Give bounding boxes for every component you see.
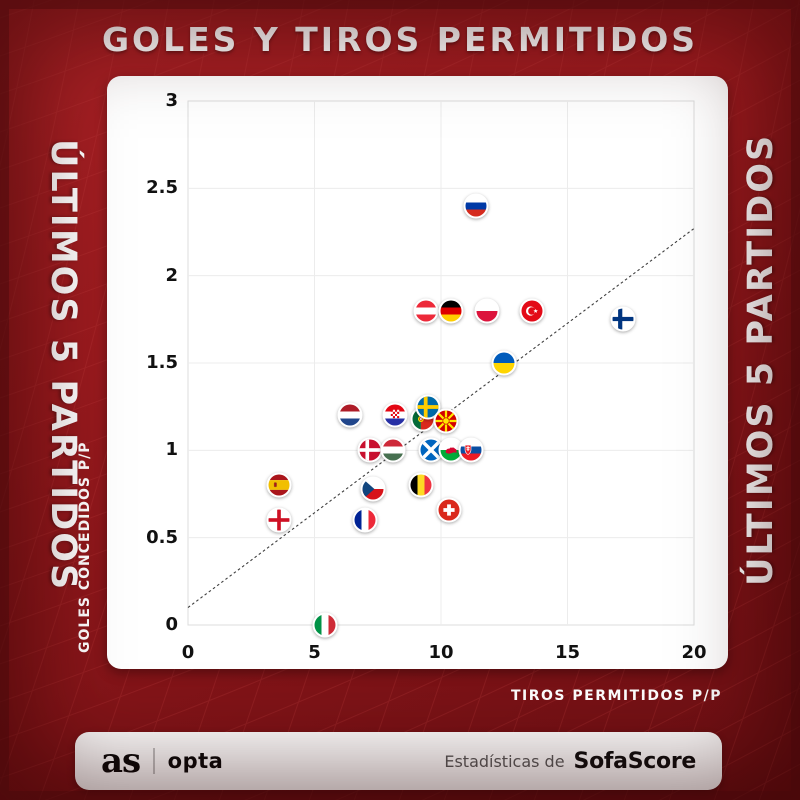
page-title: GOLES Y TIROS PERMITIDOS — [101, 20, 699, 59]
flag-icon-tur — [521, 300, 543, 322]
flag-icon-cze — [362, 478, 384, 500]
flag-icon-ita — [314, 614, 336, 636]
data-point-ger — [438, 298, 464, 324]
x-tick-label: 10 — [428, 642, 454, 663]
data-point-cze — [360, 476, 386, 502]
data-point-eng — [266, 507, 292, 533]
as-logo: as — [101, 741, 141, 781]
sofascore-logo: SofaScore — [573, 748, 697, 774]
attribution-prefix: Estadísticas de — [444, 751, 565, 771]
flag-icon-fin — [612, 308, 634, 330]
flag-icon-sui — [438, 499, 460, 521]
data-point-bel — [408, 472, 434, 498]
flag-icon-fra — [354, 509, 376, 531]
data-point-mkd — [433, 408, 459, 434]
data-point-ned — [337, 402, 363, 428]
flag-icon-pol — [476, 300, 498, 322]
x-tick-label: 5 — [308, 642, 321, 663]
logo-divider — [153, 748, 155, 774]
x-axis-label: TIROS PERMITIDOS P/P — [510, 688, 722, 704]
flag-icon-hun — [382, 439, 404, 461]
side-label-left: ÚLTIMOS 5 PARTIDOS — [43, 138, 83, 592]
data-point-sui — [436, 497, 462, 523]
y-tick-label: 0.5 — [146, 526, 178, 548]
flag-icon-den — [359, 439, 381, 461]
data-point-ukr — [491, 350, 517, 376]
x-tick-label: 20 — [681, 642, 707, 663]
y-tick-label: 2.5 — [146, 177, 178, 199]
data-point-svk — [458, 437, 484, 463]
data-point-aut — [413, 298, 439, 324]
data-point-pol — [474, 298, 500, 324]
flag-icon-aut — [415, 300, 437, 322]
y-tick-label: 1.5 — [146, 352, 178, 373]
y-tick-label: 2 — [165, 264, 178, 286]
data-point-tur — [519, 298, 545, 324]
data-point-den — [357, 437, 383, 463]
data-point-ita — [312, 612, 338, 638]
flag-icon-rus — [465, 195, 487, 217]
data-point-rus — [463, 193, 489, 219]
opta-logo: opta — [167, 748, 224, 773]
flag-icon-mkd — [435, 410, 457, 432]
chart-card — [107, 76, 728, 669]
flag-icon-cro — [384, 404, 406, 426]
flag-icon-eng — [268, 509, 290, 531]
y-tick-label: 3 — [165, 90, 178, 111]
flag-icon-ukr — [493, 352, 515, 374]
footer-bar: as opta Estadísticas de SofaScore — [75, 732, 722, 790]
flag-icon-wal — [440, 439, 462, 461]
flag-icon-ned — [339, 404, 361, 426]
y-tick-label: 0 — [165, 614, 178, 635]
as-opta-logo-group: as opta — [101, 744, 223, 778]
flag-icon-svk — [460, 439, 482, 461]
y-tick-label: 1 — [165, 439, 178, 461]
data-point-cro — [382, 402, 408, 428]
attribution-group: Estadísticas de SofaScore — [444, 749, 696, 774]
data-point-fin — [610, 306, 636, 332]
flag-icon-esp — [268, 474, 290, 496]
data-point-fra — [352, 507, 378, 533]
side-label-right: ÚLTIMOS 5 PARTIDOS — [741, 133, 781, 587]
x-tick-label: 15 — [554, 642, 581, 663]
y-axis-label: GOLES CONCEDIDOS P/P — [77, 441, 93, 654]
flag-icon-bel — [410, 474, 432, 496]
data-point-esp — [266, 472, 292, 498]
flag-icon-swe — [417, 396, 439, 418]
flag-icon-ger — [440, 300, 462, 322]
x-tick-label: 0 — [181, 642, 195, 663]
data-point-hun — [380, 437, 406, 463]
